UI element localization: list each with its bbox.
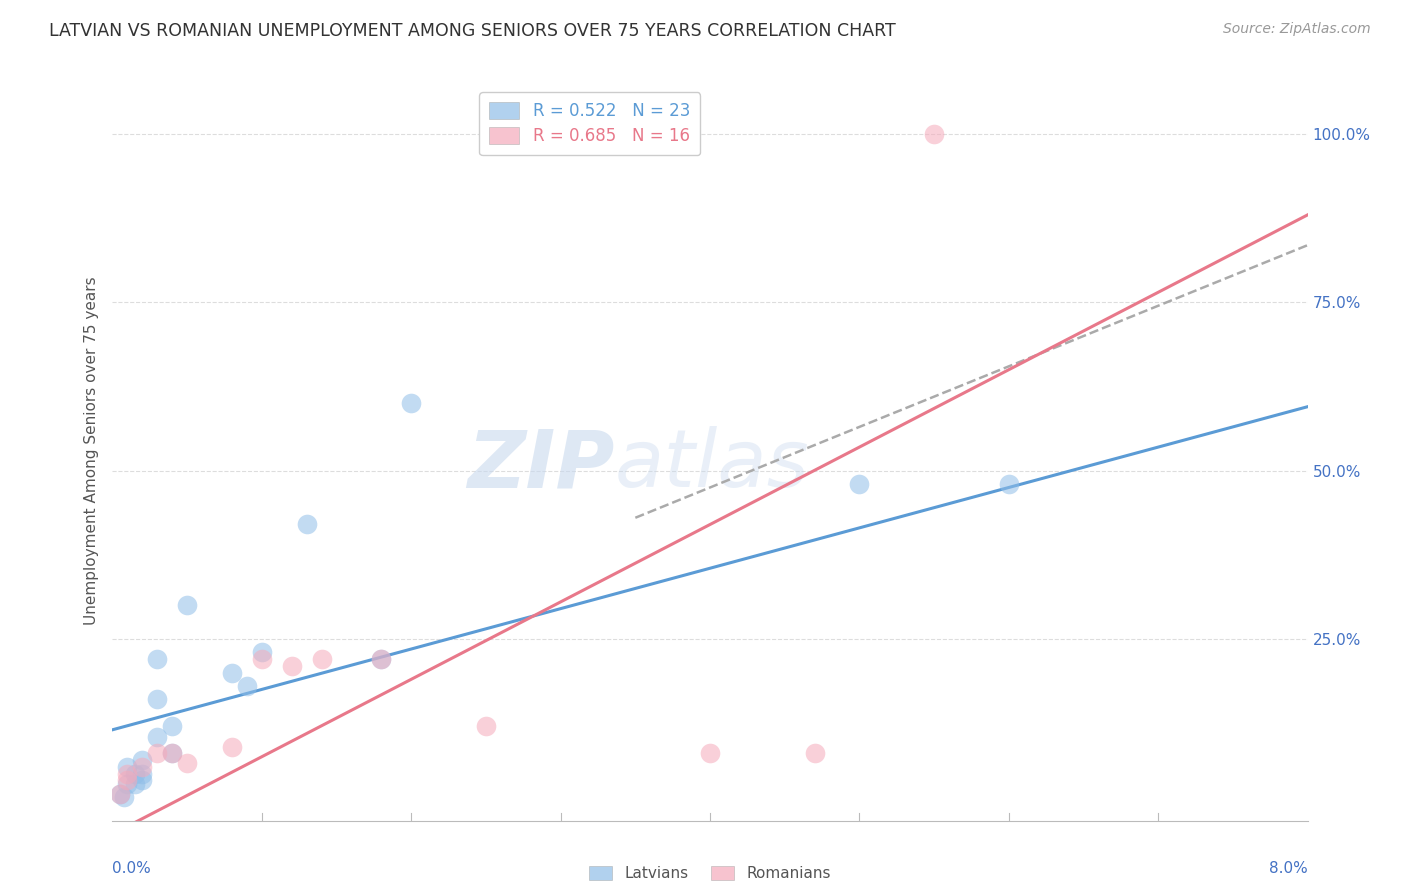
Point xyxy=(176,756,198,771)
Text: LATVIAN VS ROMANIAN UNEMPLOYMENT AMONG SENIORS OVER 75 YEARS CORRELATION CHART: LATVIAN VS ROMANIAN UNEMPLOYMENT AMONG S… xyxy=(49,22,896,40)
Point xyxy=(131,753,153,767)
Point xyxy=(108,787,131,801)
Point xyxy=(117,773,139,788)
Point xyxy=(848,477,870,491)
Point xyxy=(117,766,139,780)
Point xyxy=(162,747,183,761)
Y-axis label: Unemployment Among Seniors over 75 years: Unemployment Among Seniors over 75 years xyxy=(83,277,98,624)
Text: 8.0%: 8.0% xyxy=(1268,862,1308,876)
Text: 0.0%: 0.0% xyxy=(112,862,152,876)
Point xyxy=(250,652,273,666)
Point xyxy=(146,730,169,744)
Point xyxy=(146,652,169,666)
Point xyxy=(281,658,304,673)
Text: ZIP: ZIP xyxy=(467,426,614,504)
Point xyxy=(131,760,153,774)
Point xyxy=(250,645,273,659)
Point xyxy=(146,747,169,761)
Point xyxy=(114,790,135,805)
Point xyxy=(108,787,131,801)
Point xyxy=(221,665,243,680)
Point xyxy=(370,652,392,666)
Point xyxy=(131,766,153,780)
Text: atlas: atlas xyxy=(614,426,810,504)
Point xyxy=(699,747,721,761)
Point xyxy=(117,776,139,791)
Point xyxy=(401,396,423,410)
Point xyxy=(311,652,333,666)
Point xyxy=(176,599,198,613)
Point xyxy=(295,517,318,532)
Point xyxy=(162,747,183,761)
Point xyxy=(922,127,945,141)
Point xyxy=(998,477,1021,491)
Point xyxy=(370,652,392,666)
Point xyxy=(221,739,243,754)
Text: Source: ZipAtlas.com: Source: ZipAtlas.com xyxy=(1223,22,1371,37)
Point xyxy=(124,766,146,780)
Point xyxy=(475,719,498,733)
Point xyxy=(146,692,169,706)
Point xyxy=(131,773,153,788)
Point xyxy=(124,776,146,791)
Point xyxy=(803,747,825,761)
Point xyxy=(236,679,259,693)
Legend: Latvians, Romanians: Latvians, Romanians xyxy=(583,860,837,887)
Point xyxy=(117,760,139,774)
Point xyxy=(162,719,183,733)
